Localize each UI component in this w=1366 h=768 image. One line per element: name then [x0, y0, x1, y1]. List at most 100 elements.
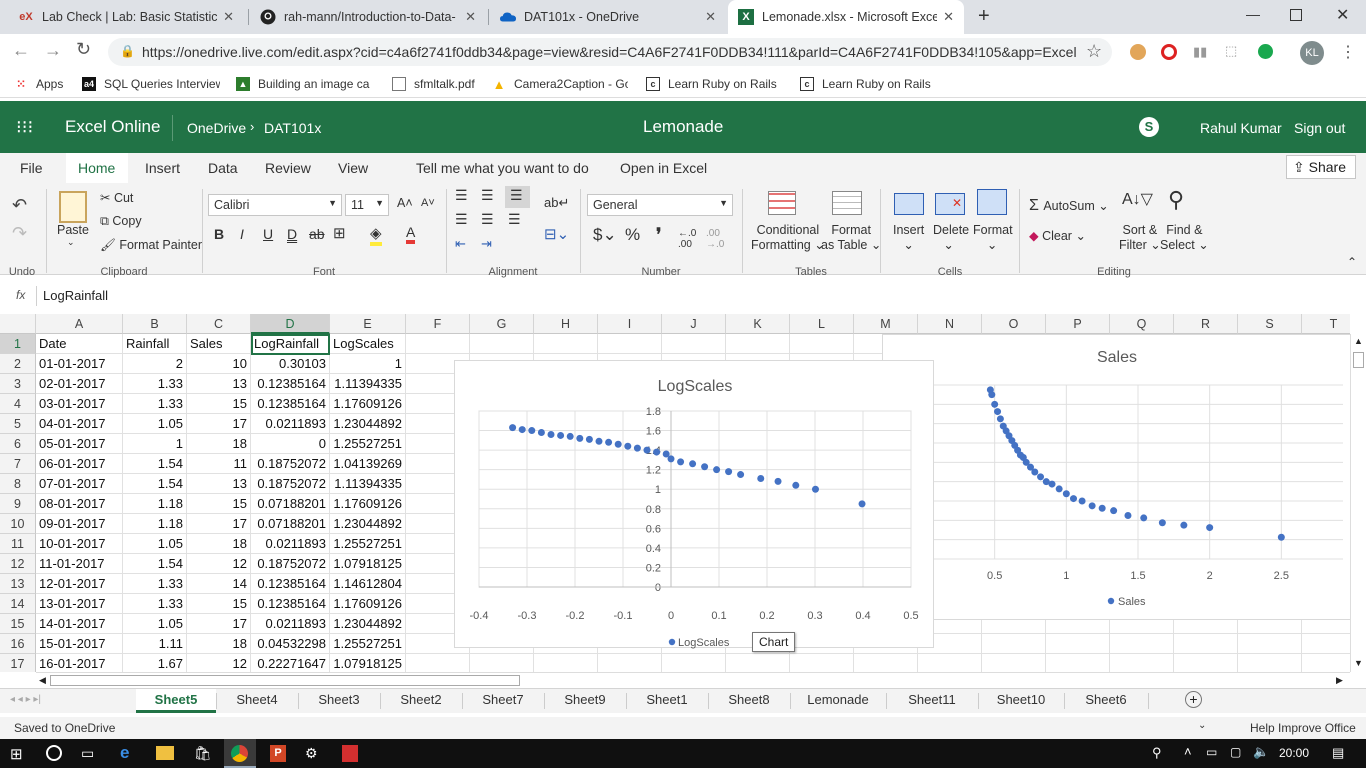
clear-button[interactable]: ◆ Clear ⌄ [1029, 229, 1086, 243]
table-cell[interactable]: 1.23044892 [330, 514, 406, 534]
spreadsheet-grid[interactable]: A B C D E F G H I J K L M N O P Q R S T 1 Date Rainfall Sales Lo… [0, 314, 1350, 672]
table-cell[interactable] [1046, 614, 1110, 634]
table-cell[interactable]: 01-01-2017 [36, 354, 123, 374]
table-cell[interactable]: 13 [187, 374, 251, 394]
table-cell[interactable]: 15 [187, 494, 251, 514]
conditional-formatting-icon[interactable] [768, 191, 796, 215]
sheet-tab[interactable]: Sheet11 [908, 692, 956, 707]
format-cells-icon[interactable] [977, 189, 1007, 215]
table-cell[interactable]: 1.18 [123, 514, 187, 534]
format-painter-button[interactable]: 🖌 Format Painter [100, 238, 202, 253]
increase-indent-icon[interactable]: ⇥ [481, 236, 492, 251]
column-header[interactable]: I [598, 314, 662, 334]
powerpoint-icon[interactable]: P [270, 745, 286, 762]
row-header[interactable]: 16 [0, 634, 36, 654]
currency-icon[interactable]: $⌄ [593, 225, 617, 244]
table-cell[interactable]: 0.18752072 [251, 554, 330, 574]
chart-logscales[interactable]: 00.20.40.60.811.21.41.61.8-0.4-0.3-0.2-0… [454, 360, 934, 649]
table-cell[interactable]: LogScales [330, 334, 406, 354]
table-cell[interactable] [1046, 634, 1110, 654]
format-as-table-button[interactable]: Format as Table ⌄ [821, 223, 882, 252]
table-cell[interactable] [726, 654, 790, 672]
sign-out-link[interactable]: Sign out [1294, 120, 1346, 136]
table-cell[interactable]: LogRainfall [251, 334, 330, 354]
table-cell[interactable]: 15 [187, 594, 251, 614]
row-header[interactable]: 3 [0, 374, 36, 394]
table-cell[interactable] [470, 334, 534, 354]
table-cell[interactable]: 1.05 [123, 414, 187, 434]
app-icon[interactable]: ⚙ [305, 745, 318, 761]
table-cell[interactable]: 1.23044892 [330, 614, 406, 634]
collapse-ribbon-icon[interactable]: ⌃ [1347, 255, 1358, 269]
volume-icon[interactable]: 🔈 [1253, 744, 1270, 759]
browser-tab-onedrive[interactable]: DAT101x - OneDrive ✕ [490, 0, 726, 34]
table-cell[interactable]: 1.33 [123, 394, 187, 414]
align-middle-icon[interactable]: ☰ [481, 187, 494, 203]
tell-me-search[interactable]: Tell me what you want to do [416, 160, 589, 176]
table-cell[interactable]: 14 [187, 574, 251, 594]
bookmark-apps[interactable]: ⁙ Apps [14, 76, 74, 92]
table-cell[interactable]: 1.11 [123, 634, 187, 654]
acrobat-icon[interactable] [342, 745, 358, 762]
chevron-down-icon[interactable]: ⌄ [67, 237, 75, 247]
table-cell[interactable] [982, 614, 1046, 634]
bookmark-camera[interactable]: ▲ Camera2Caption - Go [492, 76, 628, 92]
table-cell[interactable]: 16-01-2017 [36, 654, 123, 672]
table-cell[interactable] [1110, 634, 1174, 654]
scroll-left-icon[interactable]: ◀ [39, 675, 46, 685]
star-icon[interactable]: ☆ [1086, 41, 1103, 61]
column-header[interactable]: D [251, 314, 330, 334]
wrap-text-icon[interactable]: ab↵ [544, 195, 570, 210]
table-cell[interactable]: 1.18 [123, 494, 187, 514]
column-header[interactable]: Q [1110, 314, 1174, 334]
table-cell[interactable]: 15 [187, 394, 251, 414]
app-launcher-icon[interactable]: ⁝⁝⁝ [16, 117, 34, 137]
table-cell[interactable]: 17 [187, 514, 251, 534]
italic-icon[interactable]: I [240, 226, 244, 242]
sheet-nav-icons[interactable]: ◂ ◂ ▸ ▸| [10, 694, 42, 705]
horizontal-scrollbar[interactable]: ◀ ▶ [36, 672, 1350, 688]
table-cell[interactable]: 0.07188201 [251, 494, 330, 514]
browser-tab-github[interactable]: rah-mann/Introduction-to-Data- ✕ [250, 0, 486, 34]
table-cell[interactable]: 1.54 [123, 474, 187, 494]
table-cell[interactable] [662, 334, 726, 354]
profile-avatar[interactable]: KL [1300, 41, 1324, 65]
scroll-thumb[interactable] [50, 675, 520, 686]
sort-filter-button[interactable]: Sort & Filter ⌄ [1119, 223, 1161, 252]
row-header[interactable]: 6 [0, 434, 36, 454]
table-cell[interactable] [1302, 634, 1350, 654]
chart-extension-icon[interactable]: ▮▮ [1193, 44, 1208, 59]
back-icon[interactable]: ← [12, 40, 30, 60]
table-cell[interactable] [534, 654, 598, 672]
edge-icon[interactable]: e [120, 743, 130, 762]
table-cell[interactable]: Rainfall [123, 334, 187, 354]
column-header[interactable]: T [1302, 314, 1350, 334]
tray-up-icon[interactable]: ˄ [1184, 744, 1192, 759]
format-as-table-icon[interactable] [832, 191, 862, 215]
table-cell[interactable] [1238, 614, 1302, 634]
address-bar[interactable]: 🔒 https://onedrive.live.com/edit.aspx?ci… [108, 38, 1112, 66]
close-tab-icon[interactable]: ✕ [943, 9, 954, 24]
paste-button[interactable]: Paste [57, 223, 89, 237]
percent-icon[interactable]: % [625, 225, 641, 244]
double-underline-icon[interactable]: D [287, 226, 298, 242]
tab-data[interactable]: Data [208, 160, 238, 176]
notifications-icon[interactable]: ▤ [1332, 745, 1345, 760]
table-cell[interactable]: 12 [187, 554, 251, 574]
align-left-icon[interactable]: ☰ [455, 211, 468, 227]
font-color-icon[interactable]: A [406, 224, 416, 244]
increase-decimal-icon[interactable]: ←.0.00 [678, 228, 697, 250]
table-cell[interactable]: 0.0211893 [251, 534, 330, 554]
align-top-icon[interactable]: ☰ [455, 187, 468, 203]
sheet-tab[interactable]: Sheet2 [400, 692, 442, 707]
table-cell[interactable]: 11-01-2017 [36, 554, 123, 574]
table-cell[interactable]: 1.11394335 [330, 374, 406, 394]
table-cell[interactable]: 0.18752072 [251, 454, 330, 474]
table-cell[interactable] [406, 654, 470, 672]
table-cell[interactable]: 02-01-2017 [36, 374, 123, 394]
table-cell[interactable]: 1.33 [123, 374, 187, 394]
table-cell[interactable]: 1.17609126 [330, 394, 406, 414]
table-cell[interactable]: 1.67 [123, 654, 187, 672]
table-cell[interactable]: 10 [187, 354, 251, 374]
